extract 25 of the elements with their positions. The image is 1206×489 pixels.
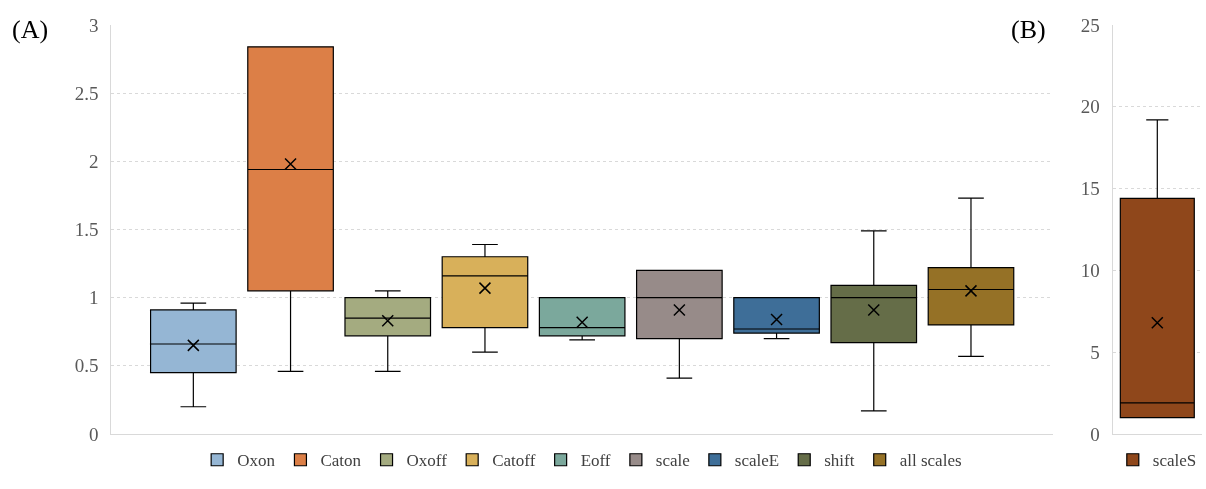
y-tick-label: 3 (89, 14, 99, 36)
y-tick-label: 1.5 (74, 219, 99, 241)
legend-label: Oxoff (406, 451, 448, 471)
y-tick-label: 25 (1080, 14, 1100, 36)
y-tick-label: 10 (1080, 260, 1100, 282)
y-tick-label: 0 (89, 423, 99, 445)
legend-label: scale (655, 451, 690, 471)
legend-label: scaleS (1152, 451, 1197, 471)
text: (A) (12, 15, 49, 44)
legend-label: scaleE (734, 451, 780, 471)
legend-label: Caton (320, 451, 362, 471)
y-tick-label: 1 (89, 287, 99, 309)
legend-label: Oxon (237, 451, 276, 471)
legend-label: Catoff (492, 451, 536, 471)
legend-label: shift (824, 451, 855, 471)
y-tick-label: 15 (1080, 178, 1100, 200)
y-tick-label: 0.5 (74, 355, 99, 377)
legend-label: all scales (899, 451, 962, 471)
annotation: (B) (1011, 15, 1046, 44)
y-tick-label: 2.5 (74, 82, 99, 104)
legend-label: Eoff (580, 451, 611, 471)
y-tick-label: 20 (1080, 96, 1100, 118)
y-tick-label: 0 (1090, 423, 1100, 445)
y-tick-label: 5 (1090, 341, 1100, 363)
y-tick-label: 2 (89, 150, 99, 172)
